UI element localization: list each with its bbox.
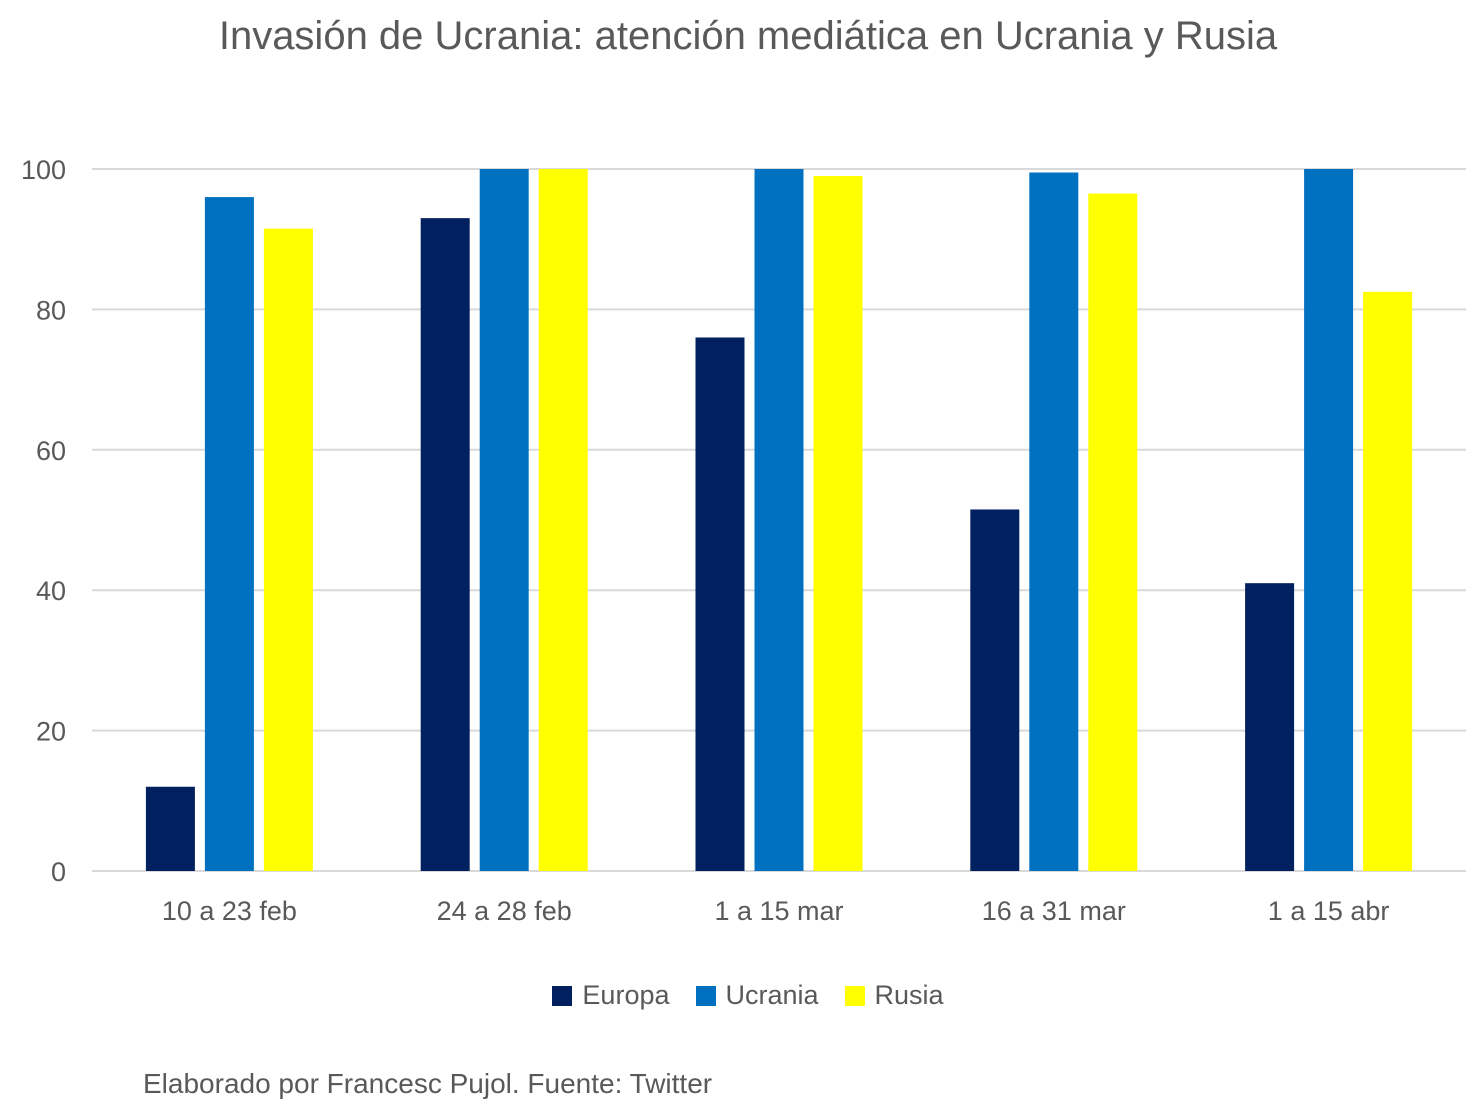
- bar-ucrania: [754, 169, 804, 871]
- legend-swatch-europa: [552, 985, 573, 1006]
- x-tick-label: 1 a 15 mar: [714, 896, 843, 926]
- y-tick-label: 100: [21, 155, 66, 185]
- y-tick-label: 0: [51, 857, 66, 887]
- x-axis-tick-labels: 10 a 23 feb 24 a 28 feb 1 a 15 mar 16 a 31 …: [162, 896, 1390, 926]
- bar-rusia: [1363, 291, 1413, 872]
- legend-item-rusia: Rusia: [844, 980, 944, 1011]
- x-tick-label: 16 a 31 mar: [982, 896, 1126, 926]
- bar-ucrania: [1304, 169, 1354, 871]
- bar-ucrania: [479, 169, 529, 871]
- bar-rusia: [263, 228, 313, 872]
- bar-ucrania: [204, 197, 254, 871]
- legend-swatch-ucrania: [695, 985, 716, 1006]
- legend-label-rusia: Rusia: [874, 980, 944, 1010]
- bar-europa: [695, 337, 745, 872]
- source-note: Elaborado por Francesc Pujol. Fuente: Tw…: [143, 1068, 713, 1099]
- bar-chart: 0 20 40 60 80 100 10 a 23 feb 24 a 28 feb 1 a 1…: [21, 155, 1466, 926]
- y-tick-label: 40: [36, 576, 66, 606]
- bar-rusia: [1088, 193, 1138, 871]
- legend-item-ucrania: Ucrania: [695, 980, 819, 1011]
- bar-ucrania: [1029, 172, 1079, 871]
- x-tick-label: 1 a 15 abr: [1268, 896, 1390, 926]
- y-tick-label: 60: [36, 436, 66, 466]
- bar-rusia: [538, 169, 588, 871]
- y-axis-tick-labels: 0 20 40 60 80 100: [21, 155, 66, 887]
- y-tick-label: 80: [36, 295, 66, 325]
- y-tick-label: 20: [36, 717, 66, 747]
- legend-label-ucrania: Ucrania: [725, 980, 819, 1010]
- bar-europa: [145, 786, 195, 871]
- bars: [145, 169, 1413, 872]
- chart-title: Invasión de Ucrania: atención mediática …: [218, 14, 1278, 58]
- bar-europa: [1245, 583, 1295, 871]
- legend: Europa Ucrania Rusia: [0, 980, 1482, 1011]
- legend-swatch-rusia: [844, 985, 865, 1006]
- legend-item-europa: Europa: [552, 980, 670, 1011]
- bar-europa: [420, 218, 470, 871]
- bar-rusia: [813, 176, 863, 871]
- bar-europa: [970, 509, 1020, 871]
- legend-label-europa: Europa: [582, 980, 670, 1010]
- x-tick-label: 24 a 28 feb: [437, 896, 572, 926]
- x-tick-label: 10 a 23 feb: [162, 896, 297, 926]
